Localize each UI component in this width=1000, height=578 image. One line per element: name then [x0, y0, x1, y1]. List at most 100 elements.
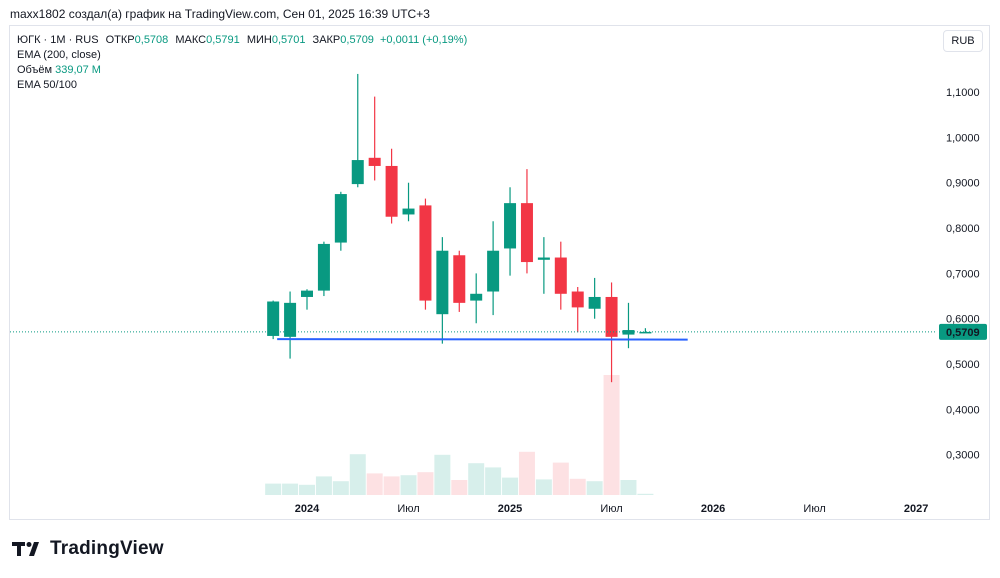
candle-body: [504, 203, 517, 249]
volume-bar: [400, 475, 417, 495]
currency-button[interactable]: RUB: [943, 30, 983, 52]
price-tick-label: 0,4000: [946, 404, 980, 416]
volume-bar: [366, 473, 383, 495]
candle: [402, 182, 415, 222]
candle-body: [487, 250, 500, 292]
candle: [267, 300, 280, 340]
volume-bar: [265, 483, 282, 495]
candle-body: [284, 302, 297, 337]
candle: [520, 169, 533, 274]
candle: [605, 282, 618, 383]
candle: [334, 191, 347, 251]
price-tick-label: 0,7000: [946, 268, 980, 280]
volume-bar: [586, 481, 603, 495]
volume-bar: [637, 493, 654, 495]
volume-bar: [620, 480, 637, 495]
candle: [436, 237, 449, 344]
price-tick-label: 0,3000: [946, 450, 980, 462]
candle: [537, 237, 550, 294]
candle-body: [368, 157, 381, 166]
candle-body: [537, 257, 550, 260]
candle-body: [351, 160, 364, 185]
candle: [317, 241, 330, 297]
volume-bar: [282, 483, 299, 495]
change-value: +0,0011 (+0,19%): [380, 34, 468, 46]
candle-body: [588, 296, 601, 309]
last-price-tag-bg: [939, 323, 987, 340]
candle: [639, 328, 652, 334]
volume-bar: [603, 375, 620, 495]
candle: [588, 277, 601, 319]
volume-bar: [552, 462, 569, 495]
candle: [622, 302, 635, 349]
tradingview-logo[interactable]: TradingView: [12, 538, 164, 560]
price-tick-label: 1,0000: [946, 132, 980, 144]
volume-label: Объём: [17, 64, 53, 76]
chart-legend: ЮГК · 1М · RUS ОТКР0,5708 МАКС0,5791 МИН…: [17, 33, 467, 93]
symbol-label[interactable]: ЮГК · 1М · RUS: [17, 34, 99, 46]
volume-bar: [383, 476, 400, 495]
tradingview-wordmark: TradingView: [50, 538, 164, 559]
price-tick-label: 0,5000: [946, 359, 980, 371]
candle: [301, 289, 313, 310]
ohlc-row: ЮГК · 1М · RUS ОТКР0,5708 МАКС0,5791 МИН…: [17, 33, 467, 48]
candle-body: [571, 291, 584, 308]
candle-body: [605, 296, 618, 337]
low-label: МИН: [246, 34, 272, 46]
candle: [554, 241, 567, 310]
close-label: ЗАКР: [312, 34, 341, 46]
high-label: МАКС: [175, 34, 207, 46]
candle: [504, 187, 517, 276]
high-value: 0,5791: [206, 34, 240, 46]
time-tick-label: 2025: [498, 503, 522, 515]
volume-bar: [349, 454, 366, 495]
volume-value: 339,07 M: [55, 64, 101, 76]
candle-body: [436, 250, 449, 315]
low-value: 0,5701: [271, 34, 306, 46]
candle-body: [267, 301, 280, 336]
time-tick-label: 2027: [904, 503, 928, 515]
candle: [453, 250, 466, 312]
last-price-tag: 0,5709: [939, 323, 987, 340]
ema50-100-indicator[interactable]: EMA 50/100: [17, 79, 77, 91]
candle-body: [301, 290, 313, 297]
candle: [368, 96, 381, 181]
volume-bar: [468, 463, 485, 495]
volume-bar: [451, 480, 468, 495]
volume-bar: [315, 476, 332, 495]
candle: [571, 286, 584, 333]
open-label: ОТКР: [105, 34, 135, 46]
volume-bar: [434, 454, 451, 495]
candles: [267, 73, 652, 383]
candle-body: [385, 165, 398, 217]
candle: [470, 273, 483, 324]
candle-body: [453, 255, 466, 303]
price-tick-label: 0,8000: [946, 223, 980, 235]
time-axis: 2024 Июл 2025 Июл 2026 Июл 2027: [295, 503, 929, 515]
price-tick-label: 0,9000: [946, 178, 980, 190]
candle: [284, 291, 297, 359]
candle: [487, 221, 500, 316]
time-tick-label: Июл: [803, 503, 825, 515]
candle-body: [470, 293, 483, 301]
price-tick-label: 0,6000: [946, 314, 980, 326]
time-tick-label: Июл: [397, 503, 419, 515]
open-value: 0,5708: [134, 34, 169, 46]
candle: [385, 148, 398, 224]
ema200-indicator[interactable]: EMA (200, close): [17, 49, 101, 61]
last-price-tag-label: 0,5709: [946, 327, 980, 339]
candle-body: [520, 203, 533, 263]
close-value: 0,5709: [340, 34, 374, 46]
price-axis: 1,1000 1,0000 0,9000 0,8000 0,7000 0,6000 0,50…: [946, 87, 980, 462]
volume-bar: [569, 478, 586, 495]
volume-bar: [518, 451, 535, 495]
volume-bar: [332, 481, 349, 495]
volume-bar: [502, 477, 519, 495]
volume-indicator[interactable]: Объём 339,07 M: [17, 63, 467, 78]
volume-bar: [485, 467, 502, 495]
candle-body: [419, 205, 432, 301]
candle-body: [402, 208, 415, 215]
volume-bar: [417, 472, 434, 495]
time-tick-label: 2024: [295, 503, 320, 515]
